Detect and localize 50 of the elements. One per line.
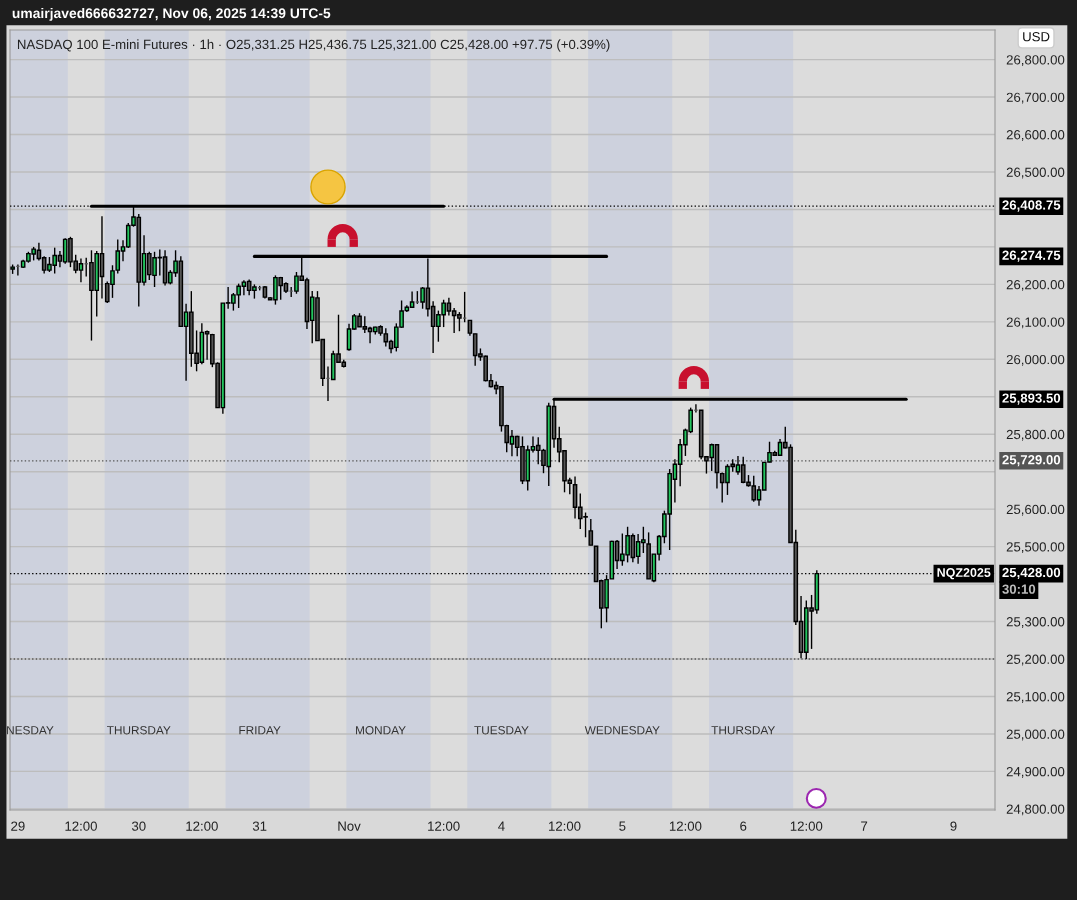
ref-line-label: 25,729.00 (1002, 455, 1061, 467)
y-tick-label: 26,700.00 (1006, 92, 1065, 104)
candlestick (588, 518, 594, 546)
annotation: MONDAY (356, 726, 406, 735)
x-tick-label: 29 (11, 821, 25, 831)
y-tick-label: 25,600.00 (1006, 504, 1065, 516)
y-tick-label: 26,600.00 (1006, 130, 1065, 141)
y-tick-label: 25,300.00 (1006, 617, 1065, 629)
annotation: NQZ2025 (937, 568, 991, 580)
x-tick-label: 12:00 (65, 821, 97, 831)
y-tick-label: 25,200.00 (1006, 654, 1065, 666)
annotation: FRIDAY (239, 726, 281, 735)
ref-line-label: 26,408.75 (1002, 200, 1061, 212)
annotation: TUESDAY (474, 726, 529, 735)
x-tick-label: 9 (950, 821, 957, 831)
y-tick-label: 26,800.00 (1006, 55, 1065, 67)
y-tick-label: 25,100.00 (1006, 692, 1065, 703)
y-tick-label: 25,800.00 (1006, 429, 1065, 441)
y-tick-label: 26,500.00 (1006, 167, 1065, 179)
x-tick-label: 12:00 (669, 821, 702, 831)
text: 25,893.50 (1002, 393, 1061, 405)
annotation: THURSDAY (711, 726, 775, 735)
x-tick-label: 12:00 (549, 821, 581, 831)
annotation: THURSDAY (107, 726, 171, 735)
x-tick-label: 30 (131, 821, 146, 831)
x-tick-label: Nov (338, 821, 361, 831)
x-tick-label: 12:00 (428, 821, 460, 831)
x-tick-label: 4 (498, 821, 505, 831)
y-tick-label: 26,000.00 (1006, 354, 1065, 366)
ref-line-label: 25,428.00 (1002, 567, 1061, 580)
y-tick-label: 24,900.00 (1006, 766, 1065, 778)
candlestick (409, 290, 415, 308)
y-tick-label: 25,500.00 (1006, 542, 1065, 554)
x-tick-label: 5 (619, 821, 626, 831)
x-tick-label: 12:00 (790, 821, 823, 831)
text: 30:10 (1002, 584, 1036, 594)
text: 26,274.75 (1002, 250, 1061, 262)
chart-subtitle: umairjaved666632727, Nov 06, 2025 14:39 UTC-5 (12, 7, 331, 21)
y-tick-label: 24,800.00 (1006, 804, 1065, 816)
text: NASDAQ 100 E-mini Futures · 1h · O25,331.25 H25,436.75 L25,321.00 C25,428.00 +97.75 (+0.39%) (17, 39, 610, 52)
y-tick-label: 26,200.00 (1006, 279, 1065, 291)
annotation: WEDNESDAY (584, 726, 660, 735)
x-tick-label: 12:00 (186, 821, 218, 831)
x-tick-label: 31 (252, 821, 267, 831)
y-tick-label: 25,000.00 (1006, 729, 1065, 741)
x-tick-label: 6 (740, 821, 747, 831)
x-tick-label: 7 (861, 821, 868, 831)
text: USD (1023, 32, 1050, 42)
annotation: NESDAY (7, 726, 54, 735)
y-tick-label: 26,100.00 (1006, 317, 1065, 329)
